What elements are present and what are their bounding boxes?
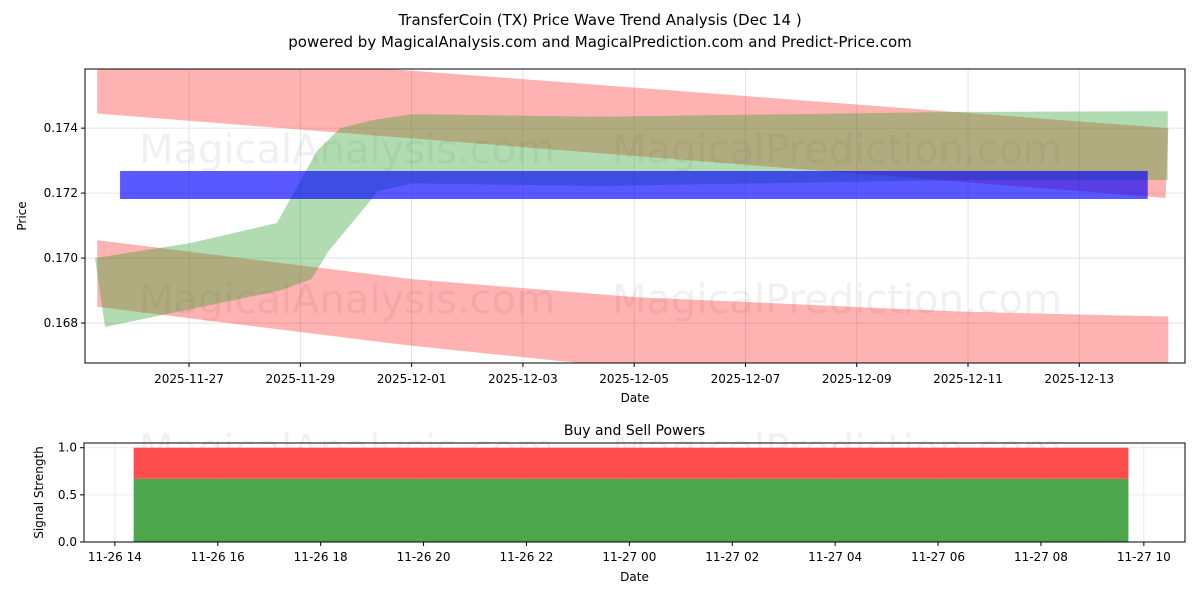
x-tick-label: 11-27 00	[602, 550, 656, 564]
y-tick-label: 0.0	[58, 535, 77, 549]
y-tick-label: 0.5	[58, 488, 77, 502]
x-tick-label: 2025-12-05	[599, 372, 669, 386]
x-tick-label: 2025-12-13	[1044, 372, 1114, 386]
y-tick-label: 0.170	[44, 251, 78, 265]
bands	[95, 69, 1169, 363]
x-tick-label: 11-27 10	[1117, 550, 1171, 564]
x-tick-label: 11-26 16	[191, 550, 245, 564]
x-tick-label: 2025-12-09	[822, 372, 892, 386]
x-tick-label: 2025-12-07	[711, 372, 781, 386]
x-tick-label: 2025-11-27	[154, 372, 224, 386]
x-tick-label: 11-27 04	[808, 550, 862, 564]
blue-band	[120, 171, 1148, 199]
watermark: MagicalAnalysis.com	[139, 277, 555, 323]
x-tick-label: 11-27 08	[1014, 550, 1068, 564]
x-tick-label: 11-26 18	[294, 550, 348, 564]
signal-plot: 11-26 14 11-26 16 11-26 18 11-26 20 11-26 22…	[32, 423, 1186, 584]
x-tick-label: 2025-12-03	[488, 372, 558, 386]
y-tick-label: 0.172	[44, 186, 78, 200]
buy-power-bar	[133, 478, 1129, 542]
y-tick-label: 0.168	[44, 316, 78, 330]
lower-red-band	[97, 240, 1169, 363]
x-axis-label: Date	[621, 391, 650, 405]
y-tick-label: 1.0	[58, 441, 77, 455]
subplot-title: Buy and Sell Powers	[564, 423, 705, 439]
watermark: MagicalPrediction.com	[612, 277, 1062, 323]
x-tick-label: 11-26 14	[88, 550, 142, 564]
y-axis-label: Signal Strength	[32, 446, 46, 539]
upper-red-band	[97, 69, 1169, 198]
sell-power-bar	[133, 447, 1129, 479]
chart-title: TransferCoin (TX) Price Wave Trend Analy…	[397, 11, 801, 29]
x-tick-label: 11-27 02	[705, 550, 759, 564]
x-tick-label: 2025-11-29	[265, 372, 335, 386]
x-tick-label: 2025-12-01	[377, 372, 447, 386]
x-tick-label: 11-27 06	[911, 550, 965, 564]
y-axis-label: Price	[15, 201, 29, 230]
x-tick-label: 2025-12-11	[933, 372, 1003, 386]
x-axis-label: Date	[620, 570, 649, 584]
green-band	[95, 111, 1168, 327]
price-plot: 2025-11-27 2025-11-29 2025-12-01 2025-12-03…	[15, 68, 1186, 405]
y-tick-label: 0.174	[44, 121, 78, 135]
chart-subtitle: powered by MagicalAnalysis.com and Magic…	[288, 33, 912, 51]
watermark: MagicalPrediction.com	[612, 127, 1062, 173]
x-tick-label: 11-26 20	[397, 550, 451, 564]
plot-frame	[83, 442, 1186, 543]
watermark: MagicalAnalysis.com	[139, 127, 555, 173]
x-tick-label: 11-26 22	[499, 550, 553, 564]
plot-frame	[84, 68, 1186, 364]
